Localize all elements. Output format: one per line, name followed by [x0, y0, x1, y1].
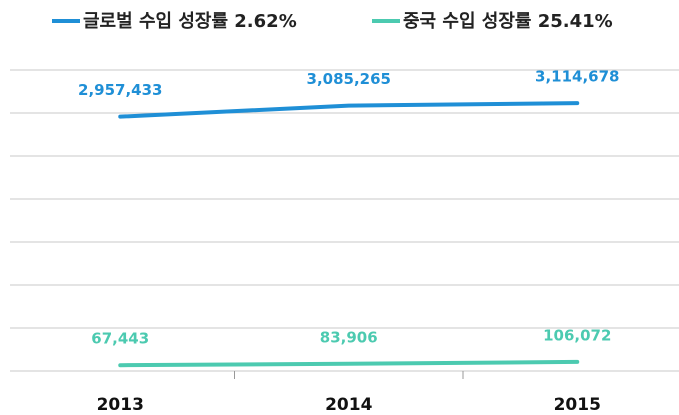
data-label: 3,085,265: [307, 70, 391, 88]
legend-label: 글로벌 수입 성장률 2.62%: [83, 10, 297, 32]
legend-label: 중국 수입 성장률 25.41%: [403, 10, 613, 32]
series-line: [118, 101, 580, 119]
x-tick-label: 2015: [554, 395, 601, 415]
data-label: 2,957,433: [78, 81, 162, 99]
data-label: 106,072: [543, 326, 611, 344]
data-label: 83,906: [320, 328, 378, 346]
series-line: [118, 359, 580, 368]
data-label: 67,443: [91, 330, 149, 348]
data-label: 3,114,678: [535, 68, 619, 86]
x-tick-label: 2013: [97, 395, 144, 415]
x-tick-label: 2014: [325, 395, 372, 415]
